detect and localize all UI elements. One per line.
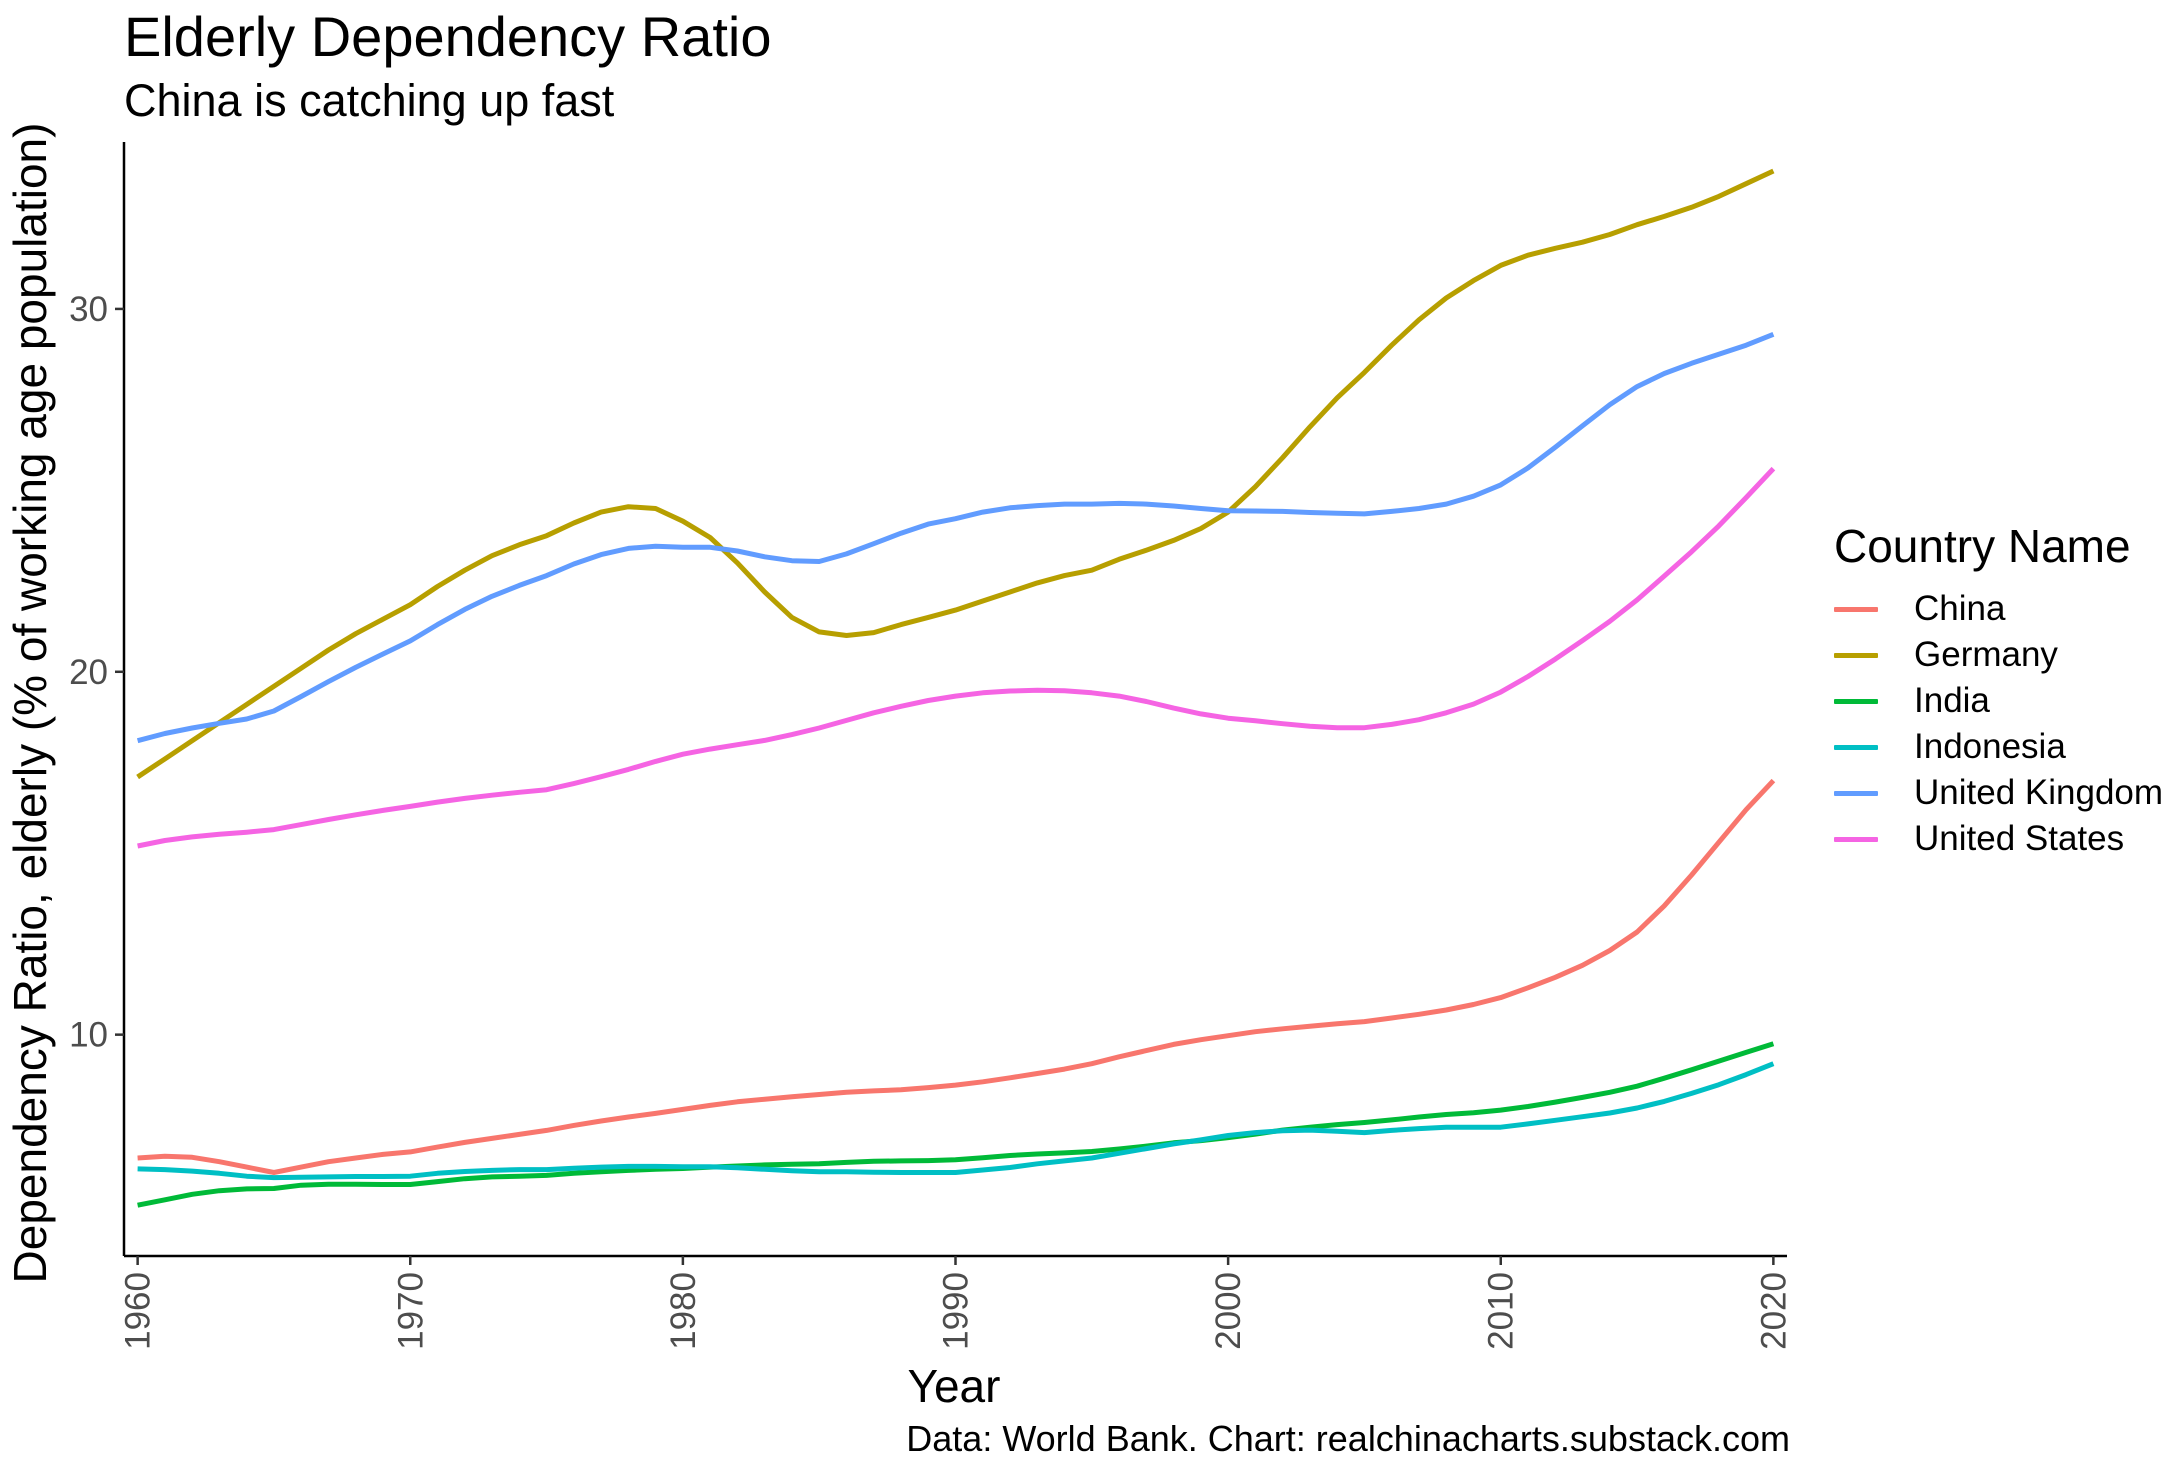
legend-title: Country Name — [1834, 520, 2131, 572]
x-tick-label: 2000 — [1209, 1272, 1248, 1350]
legend-label: China — [1914, 589, 2006, 628]
chart-subtitle: China is catching up fast — [124, 75, 615, 126]
legend-item: India — [1834, 678, 2174, 724]
legend-key — [1834, 606, 1878, 612]
x-tick-label: 1970 — [391, 1272, 430, 1350]
series-line-germany — [136, 168, 1775, 780]
legend-item: United States — [1834, 816, 2174, 862]
legend-item: Indonesia — [1834, 724, 2174, 770]
y-axis-title: Dependency Ratio, elderly (% of working … — [4, 123, 56, 1284]
y-tick-label: 30 — [69, 290, 108, 329]
legend-label: United Kingdom — [1914, 773, 2164, 812]
series-line-united-kingdom — [136, 331, 1775, 744]
x-tick-label: 2010 — [1482, 1272, 1521, 1350]
axes: 10 20 30 1960 1970 1980 1990 2000 2010 2020 — [69, 142, 1793, 1350]
series-layer — [136, 168, 1776, 1208]
y-ticks: 10 20 30 — [69, 290, 124, 1055]
legend-label: United States — [1914, 819, 2125, 858]
x-tick-label: 1960 — [119, 1272, 158, 1350]
series-line-china — [137, 778, 1776, 1175]
x-tick-label: 2020 — [1754, 1272, 1793, 1350]
legend-key — [1834, 836, 1878, 842]
legend: Country Name China Germany India Indonesia U… — [1834, 516, 2174, 862]
legend-items: China Germany India Indonesia United Kingdom… — [1834, 586, 2174, 862]
legend-key — [1834, 744, 1878, 750]
legend-item: United Kingdom — [1834, 770, 2174, 816]
x-axis-title: Year — [908, 1360, 1001, 1412]
legend-key — [1834, 652, 1878, 658]
x-tick-label: 1990 — [937, 1272, 976, 1350]
legend-label: Indonesia — [1914, 727, 2066, 766]
chart-caption: Data: World Bank. Chart: realchinacharts… — [906, 1418, 1790, 1459]
x-tick-label: 1980 — [664, 1272, 703, 1350]
series-line-indonesia — [137, 1061, 1775, 1181]
legend-key — [1834, 790, 1878, 796]
chart-title: Elderly Dependency Ratio — [124, 5, 772, 68]
series-line-india — [137, 1041, 1775, 1208]
x-ticks: 1960 1970 1980 1990 2000 2010 2020 — [119, 1256, 1793, 1350]
legend-item: China — [1834, 586, 2174, 632]
series-line-united-states — [137, 466, 1776, 849]
y-tick-label: 10 — [69, 1016, 108, 1055]
legend-label: India — [1914, 681, 1990, 720]
legend-label: Germany — [1914, 635, 2058, 674]
y-tick-label: 20 — [69, 653, 108, 692]
legend-key — [1834, 698, 1878, 704]
legend-item: Germany — [1834, 632, 2174, 678]
